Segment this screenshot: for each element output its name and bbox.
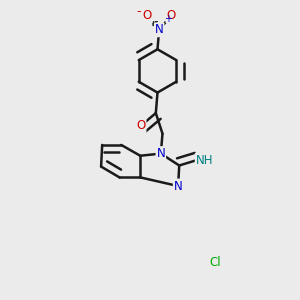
- Text: N: N: [155, 23, 164, 36]
- Text: N: N: [156, 147, 165, 160]
- Text: O: O: [143, 9, 152, 22]
- Text: O: O: [167, 9, 176, 22]
- Text: +: +: [164, 14, 172, 24]
- Text: O: O: [136, 119, 146, 132]
- Text: N: N: [174, 179, 182, 193]
- Text: NH: NH: [196, 154, 213, 166]
- Text: Cl: Cl: [209, 256, 221, 269]
- Text: -: -: [136, 5, 140, 18]
